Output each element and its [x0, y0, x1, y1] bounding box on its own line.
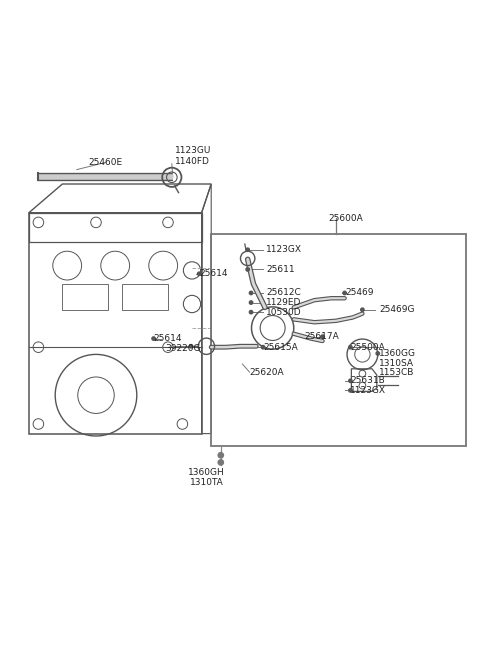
Text: 25460E: 25460E	[88, 158, 123, 167]
Text: 25500A: 25500A	[350, 342, 385, 352]
Text: 25469: 25469	[346, 289, 374, 297]
Text: 1123GU
1140FD: 1123GU 1140FD	[175, 146, 212, 166]
Text: 25631B: 25631B	[350, 377, 385, 385]
Text: 25612C: 25612C	[266, 289, 301, 297]
Text: 25469G: 25469G	[379, 305, 415, 314]
Text: 25617A: 25617A	[305, 332, 339, 341]
Circle shape	[197, 272, 202, 276]
Circle shape	[249, 291, 253, 295]
Circle shape	[249, 310, 253, 315]
Text: 25614: 25614	[199, 269, 228, 278]
Circle shape	[245, 247, 250, 252]
Bar	[211, 234, 466, 445]
Text: 10530D: 10530D	[266, 308, 302, 317]
Text: 1123GX: 1123GX	[266, 245, 302, 255]
Text: 1129ED: 1129ED	[266, 298, 302, 307]
Circle shape	[249, 300, 253, 305]
Circle shape	[348, 345, 353, 350]
Circle shape	[217, 452, 224, 459]
Circle shape	[261, 345, 265, 350]
Text: 1360GG: 1360GG	[379, 349, 416, 358]
Text: 1360GH: 1360GH	[188, 468, 225, 478]
Text: 1310SA: 1310SA	[379, 359, 414, 367]
Text: 25615A: 25615A	[263, 342, 298, 352]
Text: 1153CB: 1153CB	[379, 368, 415, 377]
Circle shape	[360, 308, 365, 312]
Bar	[62, 283, 108, 310]
Text: 25614: 25614	[154, 334, 182, 343]
Bar	[122, 283, 168, 310]
Circle shape	[189, 344, 193, 348]
Circle shape	[245, 267, 250, 272]
Text: 1123GX: 1123GX	[350, 386, 386, 395]
Text: 25611: 25611	[266, 265, 295, 274]
Circle shape	[320, 335, 325, 339]
Circle shape	[348, 379, 353, 383]
Circle shape	[375, 351, 380, 356]
Circle shape	[342, 291, 347, 295]
Text: 39220G: 39220G	[166, 344, 201, 353]
Circle shape	[348, 388, 353, 393]
Text: 25620A: 25620A	[250, 367, 284, 377]
Text: 25600A: 25600A	[328, 214, 363, 223]
Text: 1310TA: 1310TA	[190, 478, 223, 487]
Circle shape	[217, 459, 224, 466]
Circle shape	[151, 336, 156, 341]
